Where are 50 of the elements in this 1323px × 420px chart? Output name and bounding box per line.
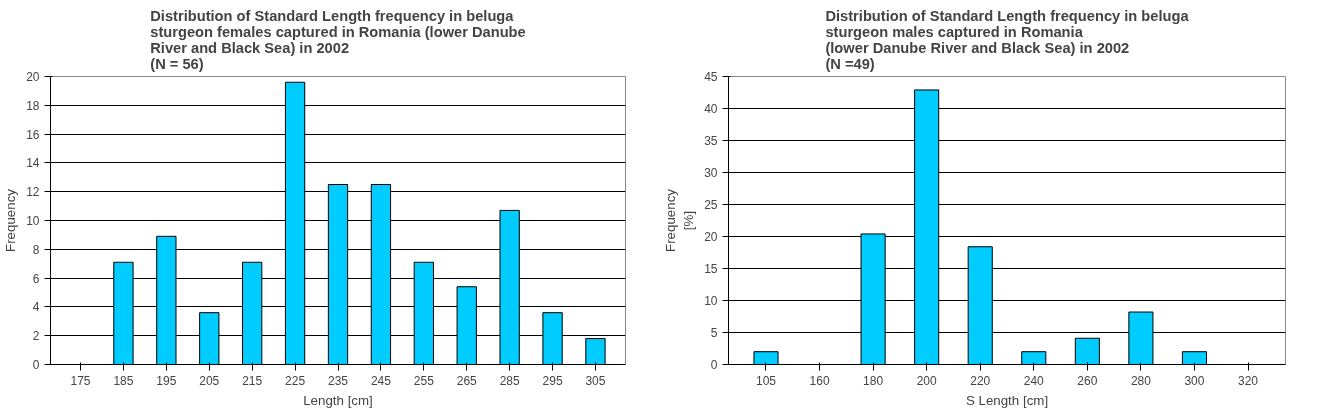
y-tick-label: 45 — [704, 70, 718, 84]
y-tick-label: 15 — [704, 262, 718, 276]
x-tick-label: 300 — [1184, 373, 1205, 388]
y-tick-label: 10 — [704, 294, 718, 308]
y-tick-label: 12 — [26, 185, 40, 200]
x-tick-label: 105 — [755, 373, 777, 388]
y-tick-label: 6 — [32, 271, 40, 286]
y-tick-label: 40 — [704, 102, 718, 116]
y-tick-label: 20 — [704, 230, 718, 244]
x-tick-label: 320 — [1238, 373, 1259, 388]
y-axis-title: Frequency — [3, 188, 19, 252]
x-tick-label: 175 — [70, 373, 91, 388]
x-tick-label: 235 — [327, 373, 349, 388]
y-tick-label: 14 — [26, 156, 40, 171]
x-axis-title: S Length [cm] — [965, 392, 1049, 408]
y-axis-title: Frequency [%] — [663, 188, 697, 252]
x-tick-label: 160 — [809, 373, 830, 388]
y-tick-label: 10 — [26, 214, 40, 228]
y-tick-label: 16 — [26, 127, 40, 142]
x-tick-label: 225 — [285, 373, 306, 388]
x-tick-label: 205 — [199, 373, 220, 388]
x-tick-label: 285 — [499, 373, 520, 388]
x-tick-label: 280 — [1130, 373, 1152, 388]
y-tick-label: 5 — [710, 326, 718, 340]
x-axis-title: Length [cm] — [303, 392, 373, 408]
y-tick-label: 20 — [26, 70, 40, 84]
y-tick-label: 2 — [32, 329, 40, 344]
x-tick-label: 265 — [456, 373, 478, 388]
y-tick-label: 25 — [704, 198, 718, 212]
x-tick-label: 220 — [970, 373, 991, 388]
x-tick-label: 295 — [542, 373, 563, 388]
x-tick-label: 255 — [413, 373, 435, 388]
x-tick-label: 305 — [585, 373, 606, 388]
x-tick-label: 260 — [1077, 373, 1098, 388]
x-tick-label: 215 — [242, 373, 263, 388]
x-tick-label: 180 — [863, 373, 884, 388]
chart-title: Distribution of Standard Length frequency in beluga sturgeon males captured in Romania (lower Danube River and Black Sea) in 2002 (N =49) — [825, 7, 1190, 72]
x-tick-label: 195 — [156, 373, 177, 388]
y-tick-label: 4 — [32, 300, 40, 315]
y-tick-label: 0 — [32, 358, 40, 372]
y-tick-label: 8 — [32, 242, 40, 257]
y-tick-label: 30 — [704, 166, 718, 180]
y-tick-label: 18 — [26, 98, 40, 113]
x-tick-label: 240 — [1023, 373, 1045, 388]
x-tick-label: 200 — [916, 373, 937, 388]
chart-title: Distribution of Standard Length frequency in beluga sturgeon females captured in Romania (lower Danube River and Black Sea) in 2002 (N = 56) — [150, 7, 526, 72]
x-tick-label: 245 — [370, 373, 392, 388]
y-tick-label: 0 — [710, 358, 718, 372]
x-tick-label: 185 — [113, 373, 134, 388]
y-tick-label: 35 — [704, 134, 718, 148]
